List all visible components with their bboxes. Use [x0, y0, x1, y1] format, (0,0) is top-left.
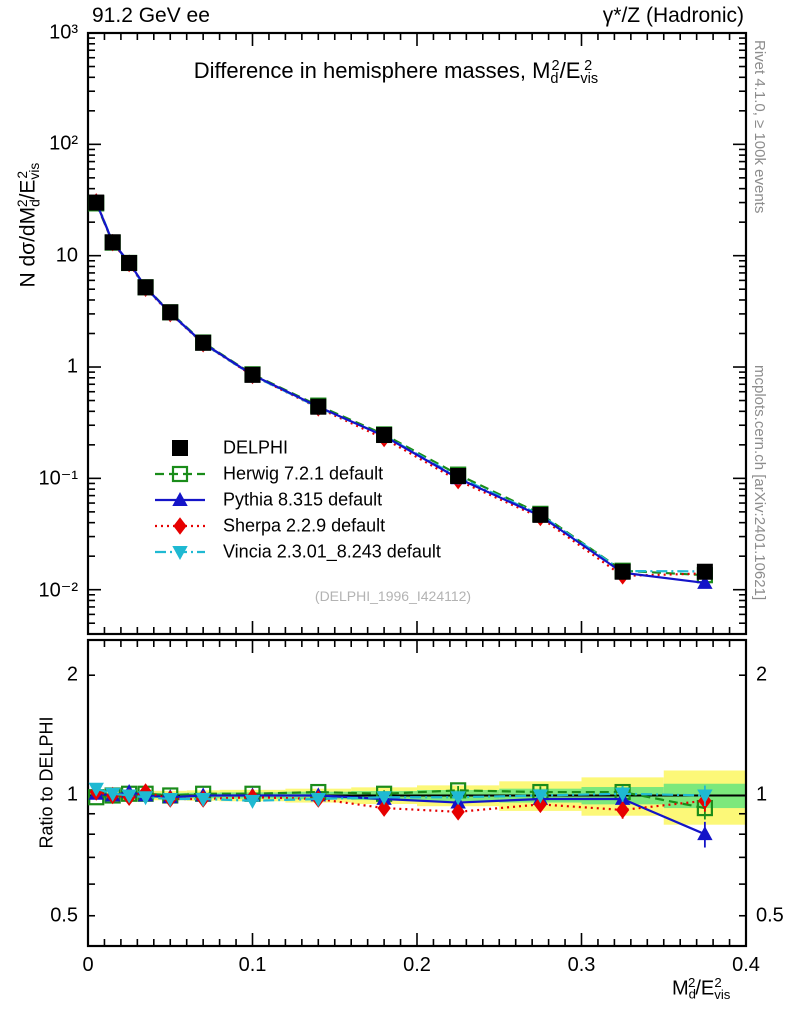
- main-y-tick-label: 10²: [49, 132, 78, 155]
- data-marker-sherpa: [451, 803, 465, 821]
- data-marker-pythia: [697, 826, 713, 841]
- analysis-id-watermark: (DELPHI_1996_I424112): [314, 588, 472, 604]
- ratio-y-tick-label-right: 0.5: [756, 904, 784, 927]
- data-marker-delphi: [244, 366, 261, 383]
- ratio-y-tick-label-left: 0.5: [50, 904, 78, 927]
- main-line-pythia: [95, 201, 706, 585]
- data-marker-vincia: [137, 791, 154, 806]
- page-title-main: Difference in hemisphere masses, M: [193, 58, 551, 83]
- main-y-tick-label: 10⁻²: [38, 579, 78, 602]
- main-line-sherpa: [95, 201, 705, 578]
- ratio-y-tick-label-right: 1: [756, 783, 768, 806]
- legend-label: Vincia 2.3.01_8.243 default: [223, 541, 441, 562]
- data-marker-legend-vincia: [172, 546, 188, 561]
- x-tick-label: 0.1: [238, 954, 267, 976]
- data-marker-legend-sherpa: [173, 517, 187, 535]
- main-y-tick-label: 10³: [49, 21, 78, 44]
- legend-label: DELPHI: [223, 437, 289, 458]
- xaxis-label: Md2/Evis2: [672, 975, 730, 1002]
- data-marker-delphi: [121, 254, 138, 271]
- x-tick-label: 0: [82, 954, 94, 976]
- data-marker-delphi: [696, 563, 713, 580]
- data-marker-delphi: [104, 234, 121, 251]
- data-marker-legend-pythia: [172, 491, 188, 506]
- xaxis-label-md2: d2: [688, 975, 697, 1002]
- x-tick-label: 0.2: [403, 954, 431, 976]
- header-right: γ*/Z (Hadronic): [602, 4, 744, 27]
- data-marker-legend-herwig: [171, 465, 189, 483]
- data-marker-vincia: [195, 793, 211, 808]
- main-line-herwig: [95, 202, 705, 577]
- data-marker-delphi: [614, 563, 631, 580]
- data-marker-vincia: [450, 791, 466, 806]
- main-y-tick-label: 1: [66, 355, 78, 378]
- data-marker-pythia: [697, 574, 713, 589]
- legend-label: Herwig 7.2.1 default: [223, 463, 384, 484]
- page-title-tail-sup: 2: [584, 58, 593, 75]
- data-marker-vincia: [532, 789, 549, 804]
- ratio-y-tick-label-left: 2: [66, 663, 78, 686]
- data-marker-delphi: [532, 506, 549, 523]
- xaxis-label-prefix: M: [672, 977, 689, 1000]
- data-marker-delphi: [162, 304, 179, 321]
- data-marker-vincia: [614, 787, 631, 802]
- x-tick-label: 0.3: [567, 954, 596, 976]
- data-marker-legend-delphi: [172, 440, 188, 456]
- data-marker-delphi: [376, 427, 393, 444]
- main-y-tick-label: 10⁻¹: [38, 467, 78, 490]
- data-marker-delphi: [195, 334, 212, 351]
- data-marker-vincia: [88, 782, 104, 797]
- legend-label: Pythia 8.315 default: [223, 489, 383, 510]
- data-marker-vincia: [310, 793, 326, 808]
- data-marker-vincia: [697, 789, 713, 804]
- header-left: 91.2 GeV ee: [92, 4, 210, 27]
- data-marker-vincia: [376, 791, 392, 806]
- data-marker-vincia: [121, 789, 137, 804]
- page-title: Difference in hemisphere masses, Md2/Evi…: [0, 58, 786, 87]
- data-marker-sherpa: [533, 795, 548, 814]
- xaxis-label-mid: /E: [695, 977, 715, 1000]
- page-title-tail-sub: vis: [580, 71, 599, 88]
- xaxis-label-sup2: 2: [714, 975, 722, 990]
- ratio-y-tick-label-right: 2: [756, 663, 768, 686]
- data-marker-delphi: [88, 194, 105, 211]
- data-marker-vincia: [244, 794, 261, 809]
- data-marker-sherpa: [615, 801, 630, 819]
- page-title-sub: d2: [550, 58, 560, 88]
- data-marker-delphi: [137, 279, 154, 296]
- page-title-tail: /E: [559, 58, 581, 83]
- data-marker-delphi: [450, 467, 467, 484]
- main-y-tick-label: 10: [55, 244, 78, 267]
- legend-label: Sherpa 2.2.9 default: [223, 515, 386, 536]
- x-tick-label: 0.4: [732, 954, 760, 976]
- xaxis-label-sub2: vis: [714, 986, 731, 1002]
- data-marker-sherpa: [377, 799, 391, 817]
- data-marker-delphi: [310, 398, 327, 415]
- data-marker-vincia: [162, 793, 178, 808]
- main-line-vincia: [95, 200, 705, 573]
- data-marker-vincia: [104, 787, 121, 802]
- ratio-y-tick-label-left: 1: [66, 783, 78, 806]
